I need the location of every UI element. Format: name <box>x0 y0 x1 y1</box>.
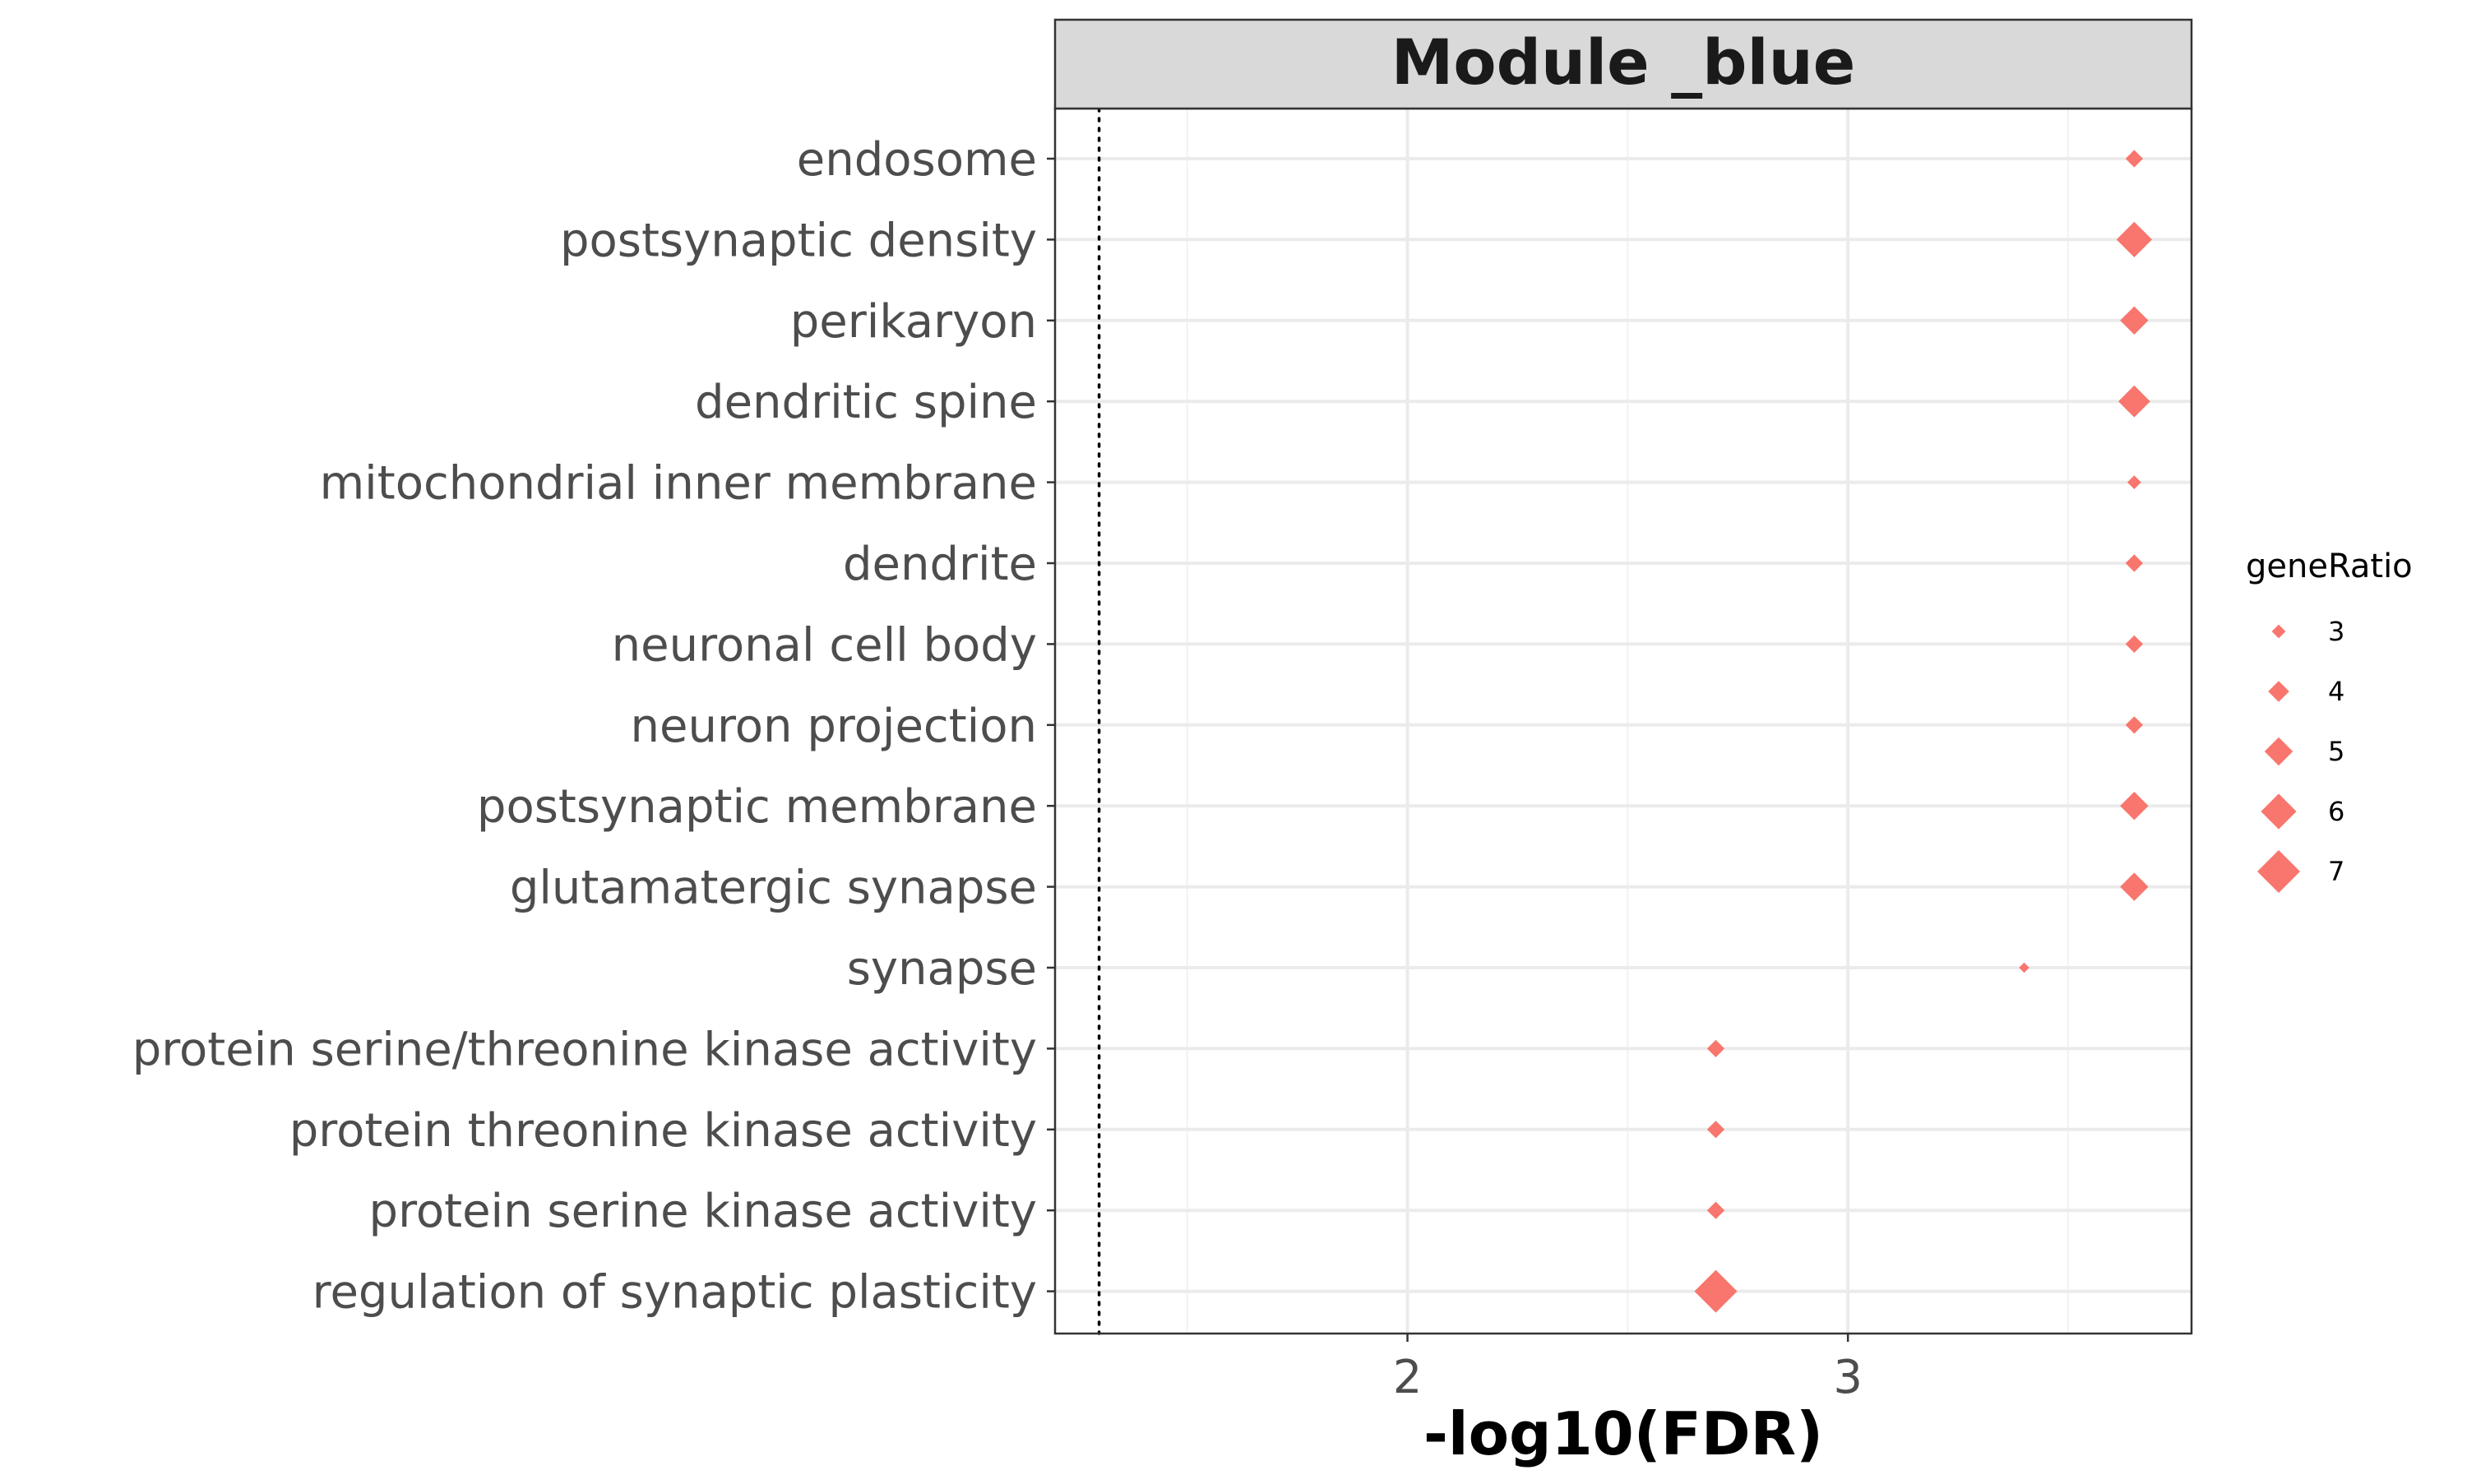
data-point-regulation-of-synaptic-plasticity <box>1694 1269 1738 1313</box>
legend-key-label: 7 <box>2328 856 2344 887</box>
category-label: protein serine/threonine kinase activity <box>132 1023 1037 1076</box>
data-point-perikaryon <box>2120 306 2149 335</box>
data-points <box>1694 150 2152 1313</box>
data-point-endosome <box>2125 150 2143 168</box>
category-label: synapse <box>847 942 1037 996</box>
x-tick-label: 2 <box>1393 1351 1423 1404</box>
category-label: mitochondrial inner membrane <box>320 457 1037 511</box>
legend: geneRatio 3 4 5 6 7 <box>2246 548 2413 893</box>
legend-key-3 <box>2271 624 2286 639</box>
data-point-protein-serine-kinase-activity <box>1706 1201 1725 1219</box>
category-label: neuron projection <box>631 700 1037 753</box>
data-point-neuronal-cell-body <box>2125 635 2143 653</box>
category-labels: endosome postsynaptic density perikaryon de… <box>132 133 1055 1320</box>
category-label: postsynaptic density <box>560 214 1037 267</box>
category-label: neuronal cell body <box>612 618 1037 672</box>
category-label: endosome <box>797 133 1037 187</box>
data-point-synapse <box>2019 962 2030 973</box>
category-label: dendrite <box>843 538 1037 591</box>
x-tick-label: 3 <box>1833 1351 1863 1404</box>
legend-key-label: 5 <box>2328 736 2344 767</box>
data-point-protein-threonine-kinase-activity <box>1706 1121 1725 1139</box>
category-label: protein serine kinase activity <box>369 1185 1037 1238</box>
category-label: protein threonine kinase activity <box>289 1104 1037 1158</box>
category-label: perikaryon <box>790 295 1037 349</box>
plot-panel <box>1055 109 2192 1334</box>
facet-title: Module _blue <box>1391 25 1856 99</box>
legend-keys: 3 4 5 6 7 <box>2257 616 2344 893</box>
legend-key-label: 4 <box>2328 676 2344 707</box>
legend-key-7 <box>2257 850 2300 893</box>
legend-title: geneRatio <box>2246 548 2413 585</box>
data-point-postsynaptic-membrane <box>2120 792 2149 821</box>
legend-key-label: 3 <box>2328 616 2344 647</box>
data-point-postsynaptic-density <box>2116 221 2152 257</box>
data-point-neuron-projection <box>2125 716 2143 734</box>
facet-strip <box>1053 18 2193 110</box>
data-point-mitochondrial-inner-membrane <box>2127 475 2141 489</box>
data-point-protein-serine-threonine-kinase-activity <box>1706 1039 1725 1057</box>
grid-lines <box>1055 109 2192 1334</box>
data-point-dendritic-spine <box>2118 385 2150 418</box>
data-point-dendrite <box>2125 554 2143 572</box>
category-label: glutamatergic synapse <box>510 862 1037 915</box>
category-label: postsynaptic membrane <box>477 780 1037 834</box>
legend-key-6 <box>2261 793 2297 830</box>
legend-key-4 <box>2268 681 2289 702</box>
data-point-glutamatergic-synapse <box>2120 872 2149 901</box>
category-label: dendritic spine <box>695 376 1037 429</box>
legend-key-5 <box>2264 737 2293 766</box>
x-axis-title: -log10(FDR) <box>1423 1399 1823 1468</box>
category-label: regulation of synaptic plasticity <box>312 1266 1037 1320</box>
legend-key-label: 6 <box>2328 796 2344 827</box>
